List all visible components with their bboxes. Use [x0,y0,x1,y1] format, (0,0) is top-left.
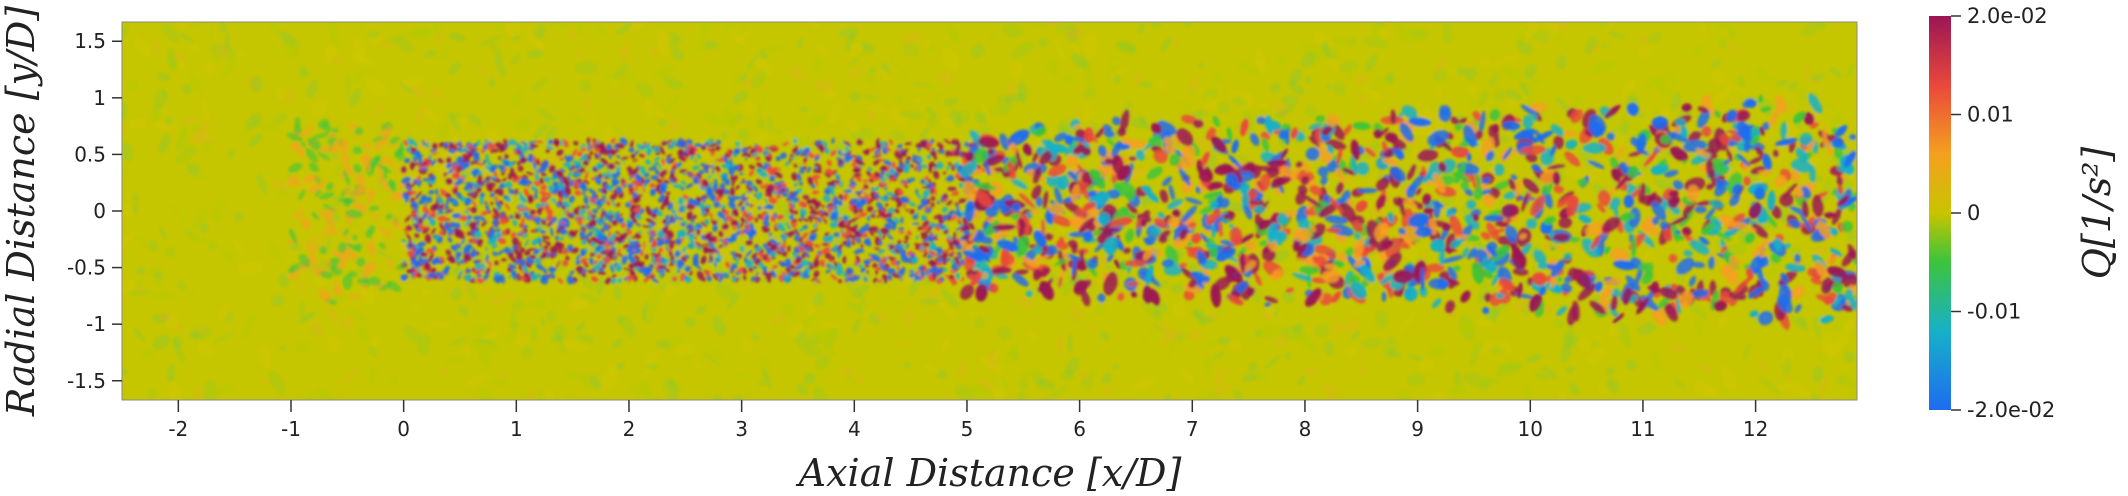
colorbar-tick-label: -0.01 [1967,300,2021,324]
vortex-structures [122,22,1857,400]
y-axis-title: Radial Distance [y/D] [0,6,43,417]
x-axis: -2 -1 0 1 2 3 4 5 6 7 8 9 10 11 12 [168,400,1768,441]
colorbar-ticks: 2.0e-02 0.01 0 -0.01 -2.0e-02 [1951,4,2055,422]
y-tick-label: -1 [86,312,106,336]
y-tick-label: -1.5 [67,369,106,393]
x-tick-label: 0 [397,417,410,441]
x-tick-label: 8 [1299,417,1312,441]
colorbar-tick-label: 2.0e-02 [1967,4,2048,28]
y-tick-label: 0 [93,199,106,223]
colorbar-tick-label: -2.0e-02 [1967,398,2055,422]
colorbar-tick-label: 0.01 [1967,103,2014,127]
colorbar-gradient [1929,16,1951,410]
y-axis: 1.5 1 0.5 0 -0.5 -1 -1.5 [67,29,122,393]
x-tick-label: -2 [168,417,188,441]
x-tick-label: 10 [1518,417,1543,441]
x-tick-label: -1 [281,417,301,441]
x-tick-label: 12 [1743,417,1768,441]
x-tick-label: 9 [1411,417,1424,441]
x-tick-label: 7 [1186,417,1199,441]
colorbar: 2.0e-02 0.01 0 -0.01 -2.0e-02 Q[1/s²] [1929,4,2119,422]
x-tick-label: 5 [961,417,974,441]
x-tick-label: 3 [735,417,748,441]
flow-field [122,22,1857,400]
x-tick-label: 2 [623,417,636,441]
x-tick-label: 6 [1073,417,1086,441]
colorbar-tick-label: 0 [1967,201,1980,225]
x-tick-label: 1 [510,417,523,441]
y-tick-label: 0.5 [74,142,106,166]
y-tick-label: 1 [93,86,106,110]
y-tick-label: -0.5 [67,256,106,280]
x-axis-title: Axial Distance [x/D] [796,451,1182,495]
x-tick-label: 11 [1630,417,1655,441]
colorbar-title: Q[1/s²] [2075,147,2119,280]
x-tick-label: 4 [848,417,861,441]
y-tick-label: 1.5 [74,29,106,53]
